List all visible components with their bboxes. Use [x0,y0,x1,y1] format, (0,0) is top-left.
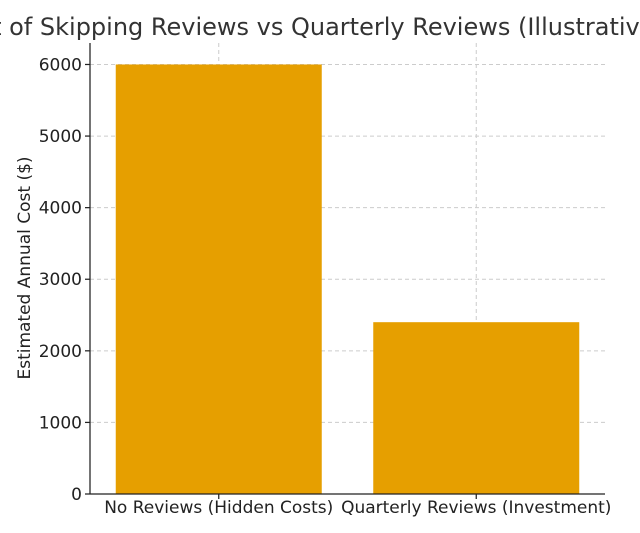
x-tick-label: No Reviews (Hidden Costs) [104,498,333,518]
y-axis-label: Estimated Annual Cost ($) [15,156,35,379]
y-tick-label: 2000 [39,342,82,362]
bar-no-reviews [115,64,322,494]
bar-layer [115,64,580,494]
x-tick-label: Quarterly Reviews (Investment) [341,498,611,518]
axis-layer: 0 1000 2000 3000 4000 5000 6000 No Reviews (Hid… [39,43,611,518]
y-tick-label: 1000 [39,413,82,433]
y-tick-label: 0 [71,485,82,505]
y-tick-label: 3000 [39,270,82,290]
y-tick-label: 4000 [39,199,82,219]
bar-quarterly-reviews [373,322,580,494]
y-tick-label: 6000 [39,55,82,75]
chart-title: Cost of Skipping Reviews vs Quarterly Re… [0,13,640,41]
y-tick-label: 5000 [39,127,82,147]
